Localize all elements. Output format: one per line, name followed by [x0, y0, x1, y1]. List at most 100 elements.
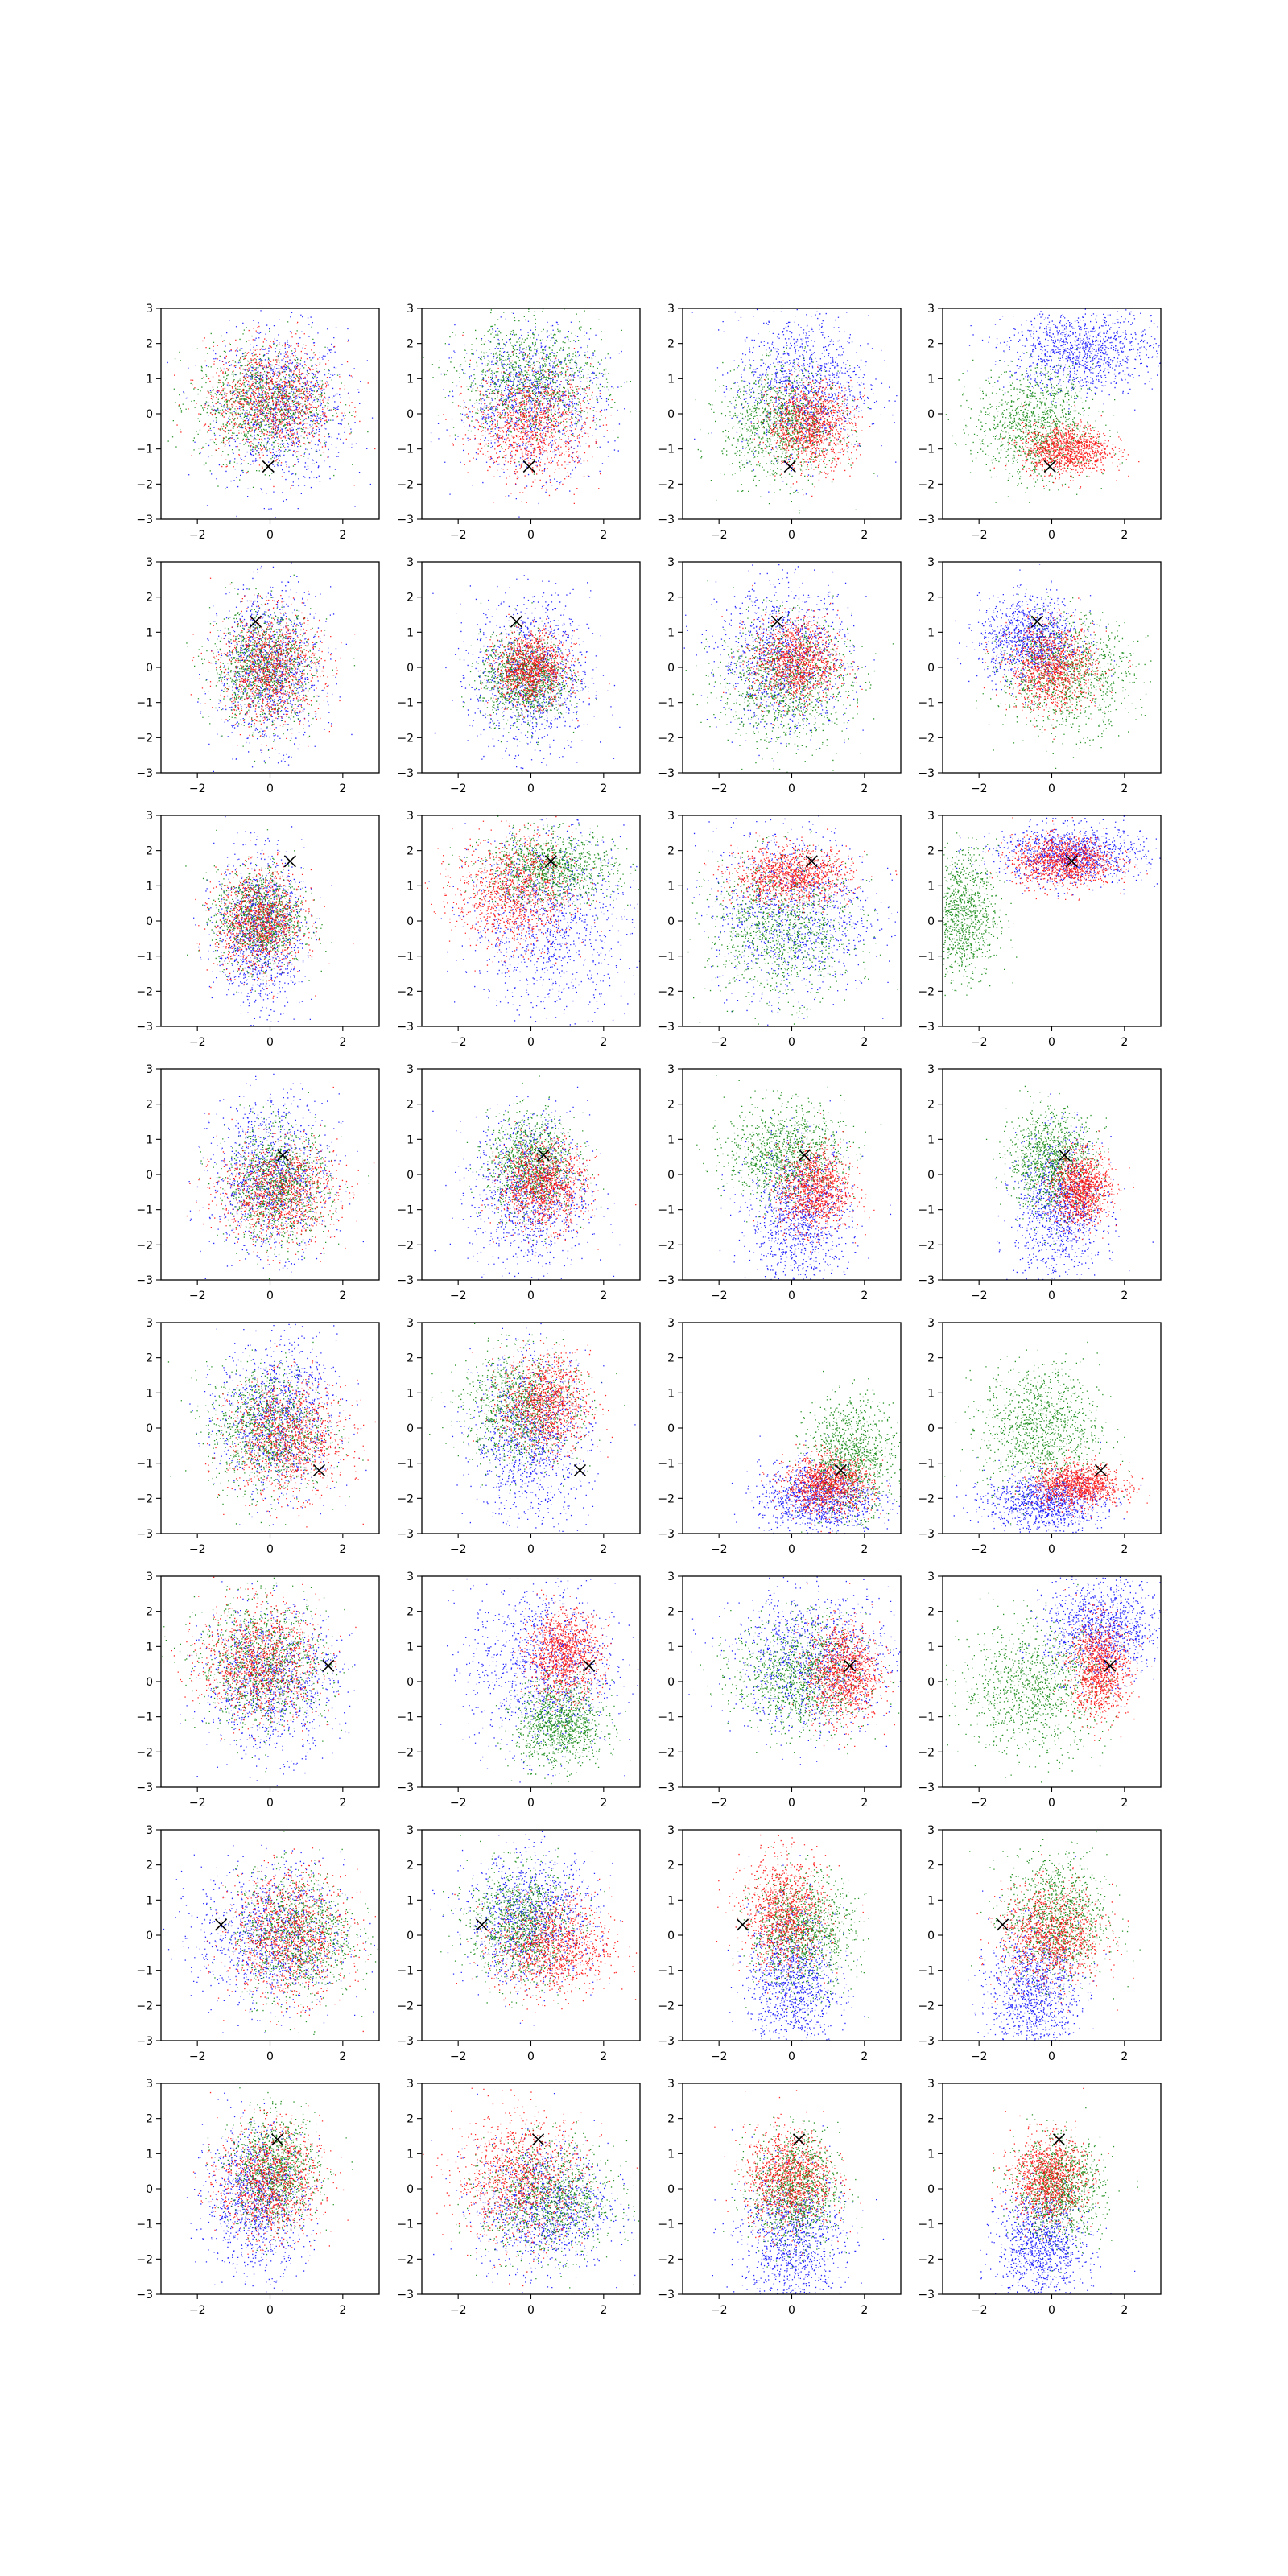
x-tick-label: −2: [189, 2050, 206, 2063]
y-tick-label: 1: [146, 1387, 153, 1400]
marker-x: [262, 460, 275, 473]
y-tick-label: −2: [136, 732, 153, 745]
subplot-r7-c1: −2 0 2 −3 −2 −1 0 1 2 3: [136, 1824, 380, 2063]
x-tick-label: 2: [600, 1543, 607, 1556]
marker-x: [798, 1149, 811, 1162]
y-tick-label: 2: [146, 845, 153, 858]
y-tick-label: −3: [918, 1274, 935, 1287]
scatter-points: [440, 1578, 639, 1785]
marker-x: [1030, 615, 1043, 628]
y-tick-label: 1: [927, 1133, 935, 1146]
y-tick-label: 3: [146, 810, 153, 823]
y-tick-label: −1: [136, 2219, 153, 2231]
y-tick-label: 0: [667, 1676, 675, 1689]
x-tick-label: −2: [450, 1797, 467, 1810]
y-tick-label: −1: [918, 951, 935, 964]
y-tick-label: 0: [927, 1422, 935, 1435]
marker-x: [1058, 1149, 1071, 1162]
subplot-r7-c2: −2 0 2 −3 −2 −1 0 1 2 3: [397, 1824, 641, 2063]
y-tick-label: 3: [667, 556, 675, 569]
x-tick-label: −2: [711, 2304, 728, 2317]
subplot-r6-c4: −2 0 2 −3 −2 −1 0 1 2 3: [918, 1571, 1162, 1810]
y-tick-label: −2: [136, 1239, 153, 1252]
y-tick-label: 2: [146, 338, 153, 351]
y-tick-label: 0: [667, 662, 675, 675]
marker-x: [312, 1463, 326, 1476]
y-tick-label: 2: [146, 592, 153, 605]
y-tick-label: 2: [667, 2113, 675, 2126]
y-tick-label: −2: [136, 2253, 153, 2266]
y-tick-label: −1: [658, 1711, 675, 1724]
y-tick-label: 2: [407, 2113, 414, 2126]
y-tick-label: −2: [658, 2000, 675, 2013]
x-tick-label: 0: [1048, 2050, 1055, 2063]
y-tick-label: −1: [658, 951, 675, 964]
x-tick-label: 0: [788, 1543, 795, 1556]
subplot-r6-c3: −2 0 2 −3 −2 −1 0 1 2 3: [658, 1571, 902, 1810]
x-tick-label: 0: [1048, 1290, 1055, 1302]
x-tick-label: −2: [189, 1290, 206, 1302]
y-tick-label: 1: [407, 373, 414, 386]
x-tick-label: 2: [861, 1036, 868, 1049]
y-tick-label: −1: [658, 1204, 675, 1217]
y-tick-label: 1: [146, 2148, 153, 2161]
y-tick-label: −2: [658, 732, 675, 745]
subplot-r5-c1: −2 0 2 −3 −2 −1 0 1 2 3: [136, 1317, 380, 1556]
y-tick-label: −3: [658, 1021, 675, 1034]
series-red-points: [721, 584, 863, 725]
y-tick-label: −1: [136, 1458, 153, 1471]
y-tick-label: 1: [407, 1133, 414, 1146]
marker-x: [522, 460, 535, 473]
marker-x: [996, 1918, 1009, 1931]
scatter-points: [691, 308, 898, 514]
y-tick-label: −3: [136, 2289, 153, 2301]
y-tick-label: 3: [146, 2078, 153, 2091]
y-tick-label: 3: [927, 1317, 935, 1330]
series-red-points: [991, 2087, 1109, 2242]
y-tick-label: 0: [927, 408, 935, 421]
x-tick-label: 0: [266, 1290, 274, 1302]
y-tick-label: 0: [146, 1422, 153, 1435]
series-green-points: [456, 2106, 640, 2289]
x-tick-label: −2: [711, 1036, 728, 1049]
y-tick-label: −3: [397, 2035, 414, 2048]
x-tick-label: 0: [788, 1797, 795, 1810]
y-tick-label: 0: [407, 1676, 414, 1689]
subplot-r3-c3: −2 0 2 −3 −2 −1 0 1 2 3: [658, 810, 902, 1049]
scatter-points: [945, 308, 1161, 503]
y-tick-label: −3: [658, 1781, 675, 1794]
series-red-points: [174, 321, 376, 489]
y-tick-label: 2: [927, 1860, 935, 1872]
y-tick-label: 2: [407, 1606, 414, 1619]
y-tick-label: 3: [667, 1571, 675, 1583]
y-tick-label: −2: [397, 1492, 414, 1505]
y-tick-label: 1: [667, 1894, 675, 1907]
y-tick-label: 2: [407, 592, 414, 605]
subplot-r1-c1: −2 0 2 −3 −2 −1 0 1 2 3: [136, 303, 380, 542]
subplot-r4-c2: −2 0 2 −3 −2 −1 0 1 2 3: [397, 1063, 641, 1302]
scatter-points: [683, 564, 894, 773]
y-tick-label: −3: [918, 1781, 935, 1794]
y-tick-label: −2: [658, 1239, 675, 1252]
marker-x: [783, 460, 796, 473]
y-tick-label: −3: [918, 514, 935, 526]
y-tick-label: −1: [397, 1204, 414, 1217]
y-tick-label: −3: [397, 1274, 414, 1287]
y-tick-label: −2: [918, 2253, 935, 2266]
subplot-r3-c1: −2 0 2 −3 −2 −1 0 1 2 3: [136, 810, 380, 1049]
x-tick-label: −2: [971, 1797, 988, 1810]
subplot-r8-c1: −2 0 2 −3 −2 −1 0 1 2 3: [136, 2078, 380, 2317]
y-tick-label: −2: [397, 1746, 414, 1759]
subplot-r5-c4: −2 0 2 −3 −2 −1 0 1 2 3: [918, 1317, 1162, 1556]
series-red-points: [983, 597, 1131, 740]
y-tick-label: 2: [146, 1352, 153, 1365]
y-tick-label: 1: [407, 880, 414, 893]
y-tick-label: 0: [667, 408, 675, 421]
marker-x: [214, 1918, 228, 1931]
y-tick-label: −3: [397, 514, 414, 526]
y-tick-label: 3: [927, 2078, 935, 2091]
y-tick-label: 2: [407, 1352, 414, 1365]
y-tick-label: 2: [927, 1352, 935, 1365]
series-blue-points: [691, 308, 898, 495]
scatter-points: [167, 310, 376, 518]
